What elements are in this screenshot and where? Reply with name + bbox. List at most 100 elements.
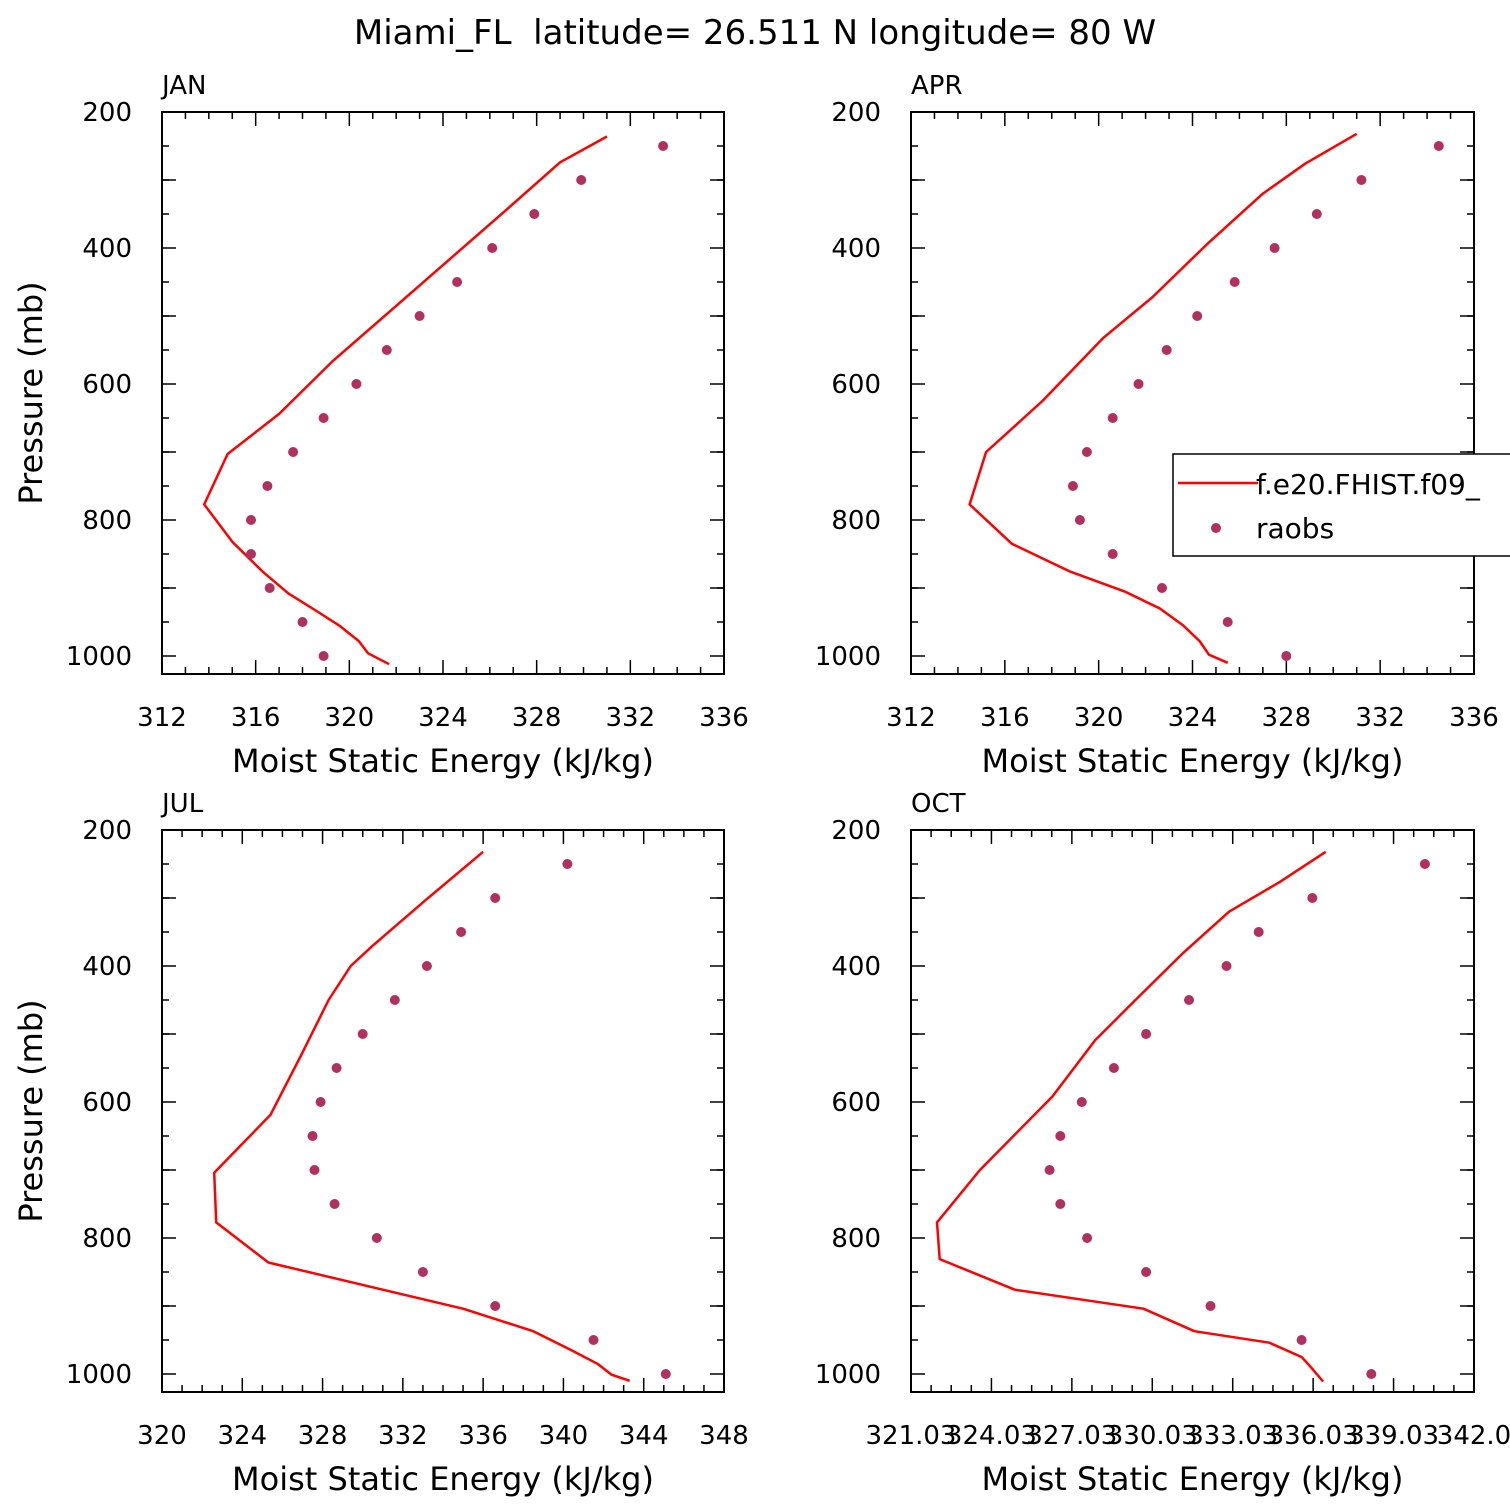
panel-title: OCT <box>911 789 966 819</box>
x-tick-label: 332 <box>1355 703 1405 733</box>
x-tick-label: 344 <box>619 1421 669 1451</box>
raobs-point <box>1311 209 1322 219</box>
raobs-point <box>1433 141 1444 151</box>
x-tick-label: 336 <box>458 1421 508 1451</box>
raobs-point <box>246 549 256 559</box>
legend-obs-label: raobs <box>1256 512 1334 545</box>
x-tick-label: 339.03 <box>1348 1421 1439 1451</box>
raobs-point <box>329 1199 340 1209</box>
raobs-point <box>658 141 669 151</box>
y-axis-label: Pressure (mb) <box>12 999 50 1222</box>
raobs-point <box>588 1335 599 1345</box>
raobs-point <box>421 961 432 971</box>
panel-title: JAN <box>160 71 206 101</box>
x-tick-label: 327.03 <box>1026 1421 1117 1451</box>
y-tick-label: 800 <box>831 506 881 536</box>
x-axis-label: Moist Static Energy (kJ/kg) <box>232 1460 654 1498</box>
model-profile-line <box>968 132 1358 664</box>
model-profile-line <box>202 135 608 666</box>
x-axis-label: Moist Static Energy (kJ/kg) <box>232 742 654 780</box>
raobs-point <box>562 859 573 869</box>
x-tick-label: 312 <box>886 703 936 733</box>
raobs-point <box>1192 311 1203 321</box>
x-tick-label: 316 <box>231 703 281 733</box>
x-tick-label: 320 <box>325 703 375 733</box>
raobs-point <box>1419 859 1430 869</box>
raobs-point <box>1141 1267 1152 1277</box>
raobs-point <box>1221 961 1232 971</box>
raobs-point <box>1074 515 1085 525</box>
raobs-point <box>1067 481 1078 491</box>
legend-obs-marker <box>1211 523 1221 533</box>
y-tick-label: 400 <box>82 234 132 264</box>
x-tick-label: 328 <box>298 1421 348 1451</box>
raobs-point <box>1107 549 1118 559</box>
panel-title: APR <box>911 71 963 101</box>
raobs-point <box>315 1097 326 1107</box>
y-tick-label: 1000 <box>815 642 881 672</box>
raobs-point <box>1205 1301 1216 1311</box>
y-tick-label: 200 <box>82 816 132 846</box>
panel-title: JUL <box>160 789 204 819</box>
raobs-point <box>246 515 256 525</box>
x-tick-label: 336.03 <box>1268 1421 1359 1451</box>
y-tick-label: 800 <box>82 1224 132 1254</box>
x-tick-label: 324 <box>418 703 468 733</box>
plot-frame <box>910 111 1475 675</box>
x-tick-label: 348 <box>699 1421 749 1451</box>
x-tick-label: 321.03 <box>866 1421 957 1451</box>
raobs-point <box>1141 1029 1152 1039</box>
plot-frame <box>161 829 725 1393</box>
raobs-point <box>1296 1335 1307 1345</box>
panel-oct: OCT 200 400 600 800 1000 321.03324.03327.03330… <box>815 789 1510 1498</box>
x-tick-label: 316 <box>980 703 1030 733</box>
y-tick-label: 200 <box>831 98 881 128</box>
raobs-point <box>417 1267 428 1277</box>
y-tick-label: 800 <box>82 506 132 536</box>
raobs-point <box>1307 893 1318 903</box>
raobs-point <box>1081 447 1092 457</box>
raobs-point <box>262 481 273 491</box>
x-tick-label: 342.0 <box>1437 1421 1510 1451</box>
raobs-point <box>307 1131 318 1141</box>
raobs-point <box>1082 1233 1093 1243</box>
legend-box <box>1172 453 1510 557</box>
raobs-point <box>456 927 467 937</box>
legend: f.e20.FHIST.f09_ raobs <box>1172 453 1510 557</box>
plot-frame <box>161 111 725 675</box>
y-tick-label: 1000 <box>66 642 132 672</box>
raobs-point <box>371 1233 382 1243</box>
x-tick-label: 330.03 <box>1107 1421 1198 1451</box>
y-tick-label: 600 <box>82 370 132 400</box>
raobs-point <box>414 311 425 321</box>
raobs-point <box>1281 651 1292 661</box>
y-tick-label: 800 <box>831 1224 881 1254</box>
y-axis-label: Pressure (mb) <box>12 281 50 504</box>
raobs-point <box>1269 243 1280 253</box>
raobs-point <box>529 209 540 219</box>
raobs-point <box>576 175 587 185</box>
raobs-point <box>1055 1131 1066 1141</box>
raobs-point <box>331 1063 342 1073</box>
raobs-point <box>1222 617 1233 627</box>
raobs-point <box>1253 927 1264 937</box>
raobs-point <box>389 995 400 1005</box>
raobs-point <box>318 413 329 423</box>
y-tick-label: 1000 <box>66 1360 132 1390</box>
raobs-point <box>1044 1165 1055 1175</box>
x-axis-label: Moist Static Energy (kJ/kg) <box>982 1460 1404 1498</box>
figure-title: Miami_FL latitude= 26.511 N longitude= 8… <box>354 13 1156 53</box>
x-tick-label: 332 <box>606 703 656 733</box>
y-tick-label: 400 <box>831 234 881 264</box>
y-tick-label: 600 <box>831 1088 881 1118</box>
raobs-point <box>357 1029 368 1039</box>
x-tick-label: 336 <box>1449 703 1499 733</box>
raobs-point <box>381 345 392 355</box>
raobs-point <box>1229 277 1240 287</box>
raobs-point <box>1161 345 1172 355</box>
raobs-point <box>1107 413 1118 423</box>
model-profile-line <box>212 850 631 1382</box>
raobs-point <box>1076 1097 1087 1107</box>
y-tick-label: 200 <box>831 816 881 846</box>
